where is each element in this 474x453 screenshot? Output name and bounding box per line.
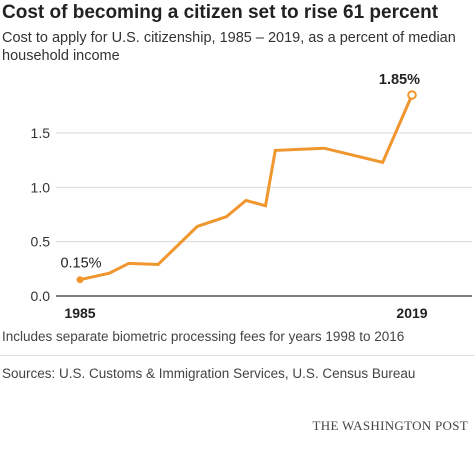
series-lines: [76, 90, 417, 284]
start-value-label: 0.15%: [60, 256, 101, 272]
end-value-label: 1.85%: [379, 72, 420, 88]
chart-subtitle: Cost to apply for U.S. citizenship, 1985…: [2, 30, 456, 64]
gridlines: [56, 132, 472, 297]
end-point-marker: [407, 90, 417, 100]
y-tick-label: 0.0: [31, 288, 51, 304]
y-axis-ticks: 0.0 0.5 1.0 1.5: [31, 125, 51, 304]
y-tick-label: 0.5: [31, 234, 51, 250]
x-tick-label: 2019: [396, 305, 427, 321]
chart-source: Sources: U.S. Customs & Immigration Serv…: [2, 366, 416, 381]
chart-title: Cost of becoming a citizen set to rise 6…: [2, 2, 439, 23]
y-tick-label: 1.5: [31, 125, 51, 141]
x-tick-label: 1985: [64, 305, 95, 321]
x-axis-ticks: 1985 2019: [64, 305, 427, 321]
series-line: [79, 94, 414, 282]
line-chart: 0.0 0.5 1.0 1.5 1985 2019 0.15% 1.85%: [31, 72, 472, 321]
chart-note: Includes separate biometric processing f…: [2, 329, 405, 344]
divider: [0, 355, 474, 356]
publisher-credit: THE WASHINGTON POST: [312, 418, 468, 433]
y-tick-label: 1.0: [31, 179, 51, 195]
annotations: 0.15% 1.85%: [60, 72, 420, 272]
start-point-marker: [76, 276, 84, 284]
